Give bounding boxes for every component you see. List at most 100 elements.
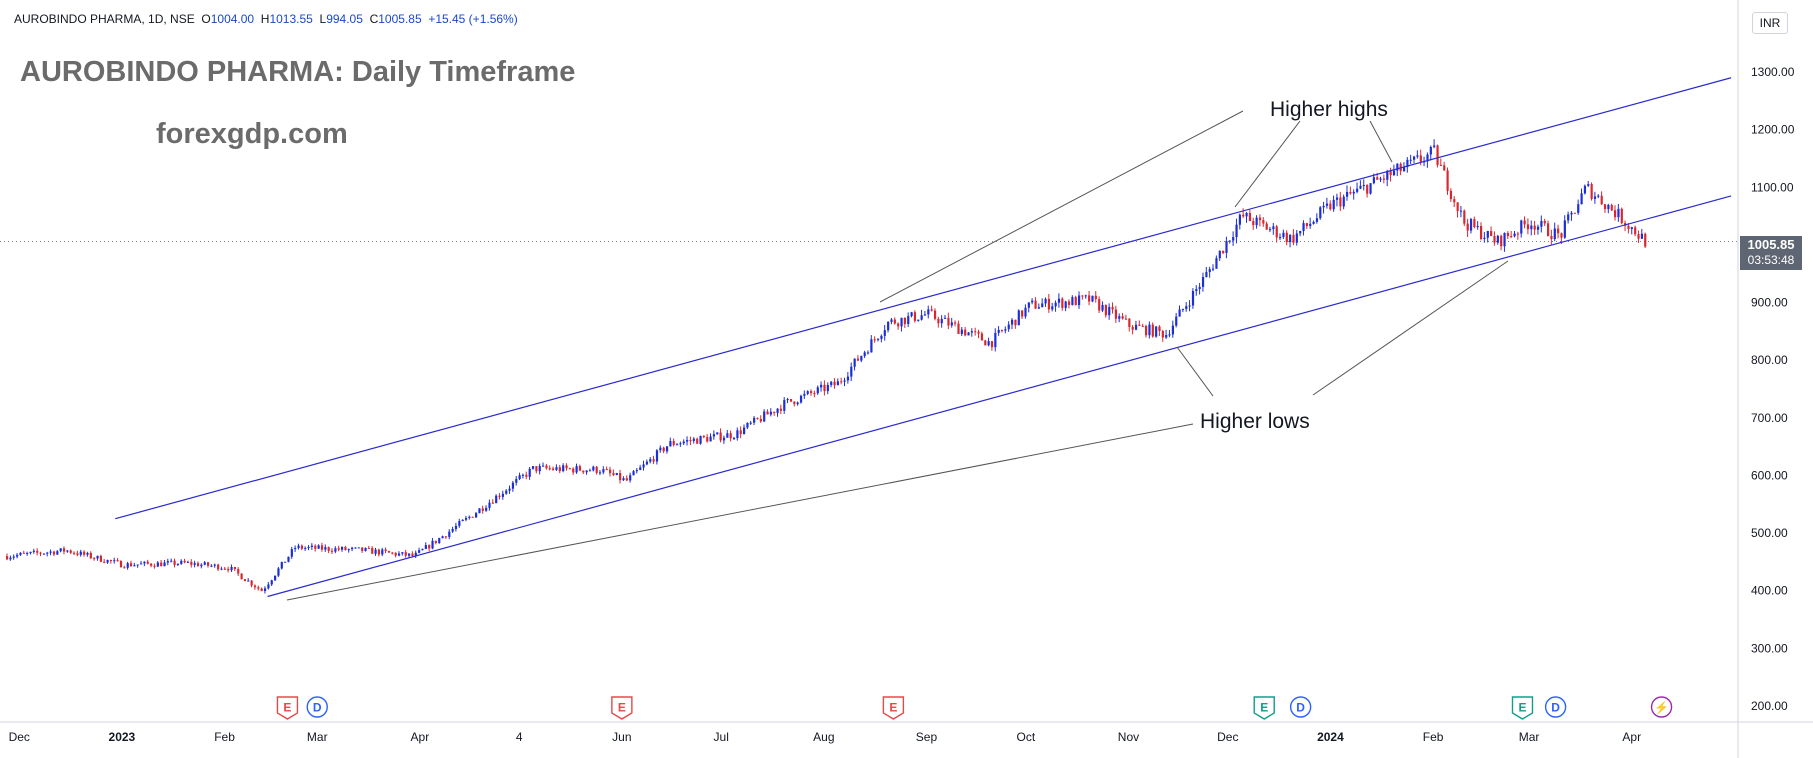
candle-body: [1111, 307, 1114, 310]
y-tick-label: 400.00: [1751, 584, 1788, 598]
candle-body: [856, 358, 860, 361]
annotation-layer: Higher highs Higher lows: [286, 98, 1509, 601]
higher-highs-pointer: [879, 110, 1244, 303]
candle-body: [1178, 309, 1181, 317]
candle-body: [96, 555, 99, 559]
higher-highs-pointer: [1234, 120, 1301, 208]
candle-body: [1603, 204, 1607, 210]
candle-body: [877, 338, 880, 340]
candle-body: [1372, 177, 1375, 184]
currency-button[interactable]: INR: [1752, 12, 1788, 34]
candle-body: [451, 528, 454, 532]
x-tick-label: 2024: [1317, 730, 1344, 744]
candle-body: [1158, 326, 1161, 332]
candle-body: [776, 408, 779, 413]
candle-body: [461, 519, 464, 522]
candle-body: [260, 588, 263, 592]
y-tick-label: 1100.00: [1751, 180, 1794, 194]
candle-body: [1027, 302, 1030, 308]
candle-body: [1014, 319, 1017, 326]
dividend-badge: [1544, 696, 1567, 718]
candle-body: [374, 549, 377, 554]
candlestick-series: [6, 139, 1647, 594]
candle-body: [1590, 184, 1593, 199]
event-marker[interactable]: D: [1544, 696, 1567, 718]
candle-body: [1145, 325, 1148, 336]
candle-body: [659, 447, 662, 451]
candle-body: [1449, 190, 1453, 200]
candle-body: [113, 560, 116, 562]
candle-body: [76, 553, 79, 555]
candle-body: [136, 564, 139, 566]
candle-body: [176, 563, 180, 565]
event-marker[interactable]: D: [1289, 696, 1312, 718]
candle-body: [424, 545, 427, 549]
x-tick-label: Nov: [1118, 730, 1139, 744]
candle-body: [1493, 236, 1496, 243]
candle-body: [99, 555, 102, 562]
candle-body: [1215, 258, 1218, 269]
event-marker[interactable]: D: [306, 696, 328, 718]
candle-body: [1416, 155, 1419, 157]
candle-body: [394, 552, 397, 556]
candle-body: [123, 567, 126, 569]
symbol-label: AUROBINDO PHARMA, 1D, NSE: [14, 12, 195, 26]
candle-body: [62, 548, 66, 552]
candle-body: [203, 562, 206, 565]
candle-body: [1446, 170, 1449, 191]
event-marker[interactable]: E: [276, 696, 299, 720]
candle-body: [759, 418, 762, 422]
candle-body: [635, 470, 638, 472]
candle-body: [485, 507, 488, 511]
candle-body: [89, 552, 92, 559]
candle-body: [381, 549, 384, 555]
event-marker[interactable]: E: [1253, 696, 1275, 720]
candle-body: [826, 384, 829, 392]
candle-body: [1567, 214, 1570, 221]
candle-body: [786, 399, 789, 401]
event-marker[interactable]: ⚡: [1650, 696, 1673, 718]
candle-body: [558, 467, 561, 472]
candle-body: [1426, 154, 1429, 162]
candle-body: [42, 553, 46, 555]
candle-body: [542, 465, 545, 467]
candle-body: [1396, 163, 1399, 171]
candle-body: [163, 562, 166, 567]
candle-body: [471, 516, 474, 518]
candle-body: [1469, 219, 1473, 231]
candle-body: [1600, 195, 1603, 205]
candle-body: [1627, 225, 1630, 229]
candle-body: [1034, 300, 1037, 309]
candle-body: [327, 547, 330, 551]
event-marker-label: E: [1260, 701, 1268, 715]
event-marker[interactable]: E: [882, 696, 905, 720]
candle-body: [903, 317, 906, 324]
candle-body: [669, 441, 672, 447]
event-marker[interactable]: E: [1511, 696, 1534, 720]
close-label: C: [369, 12, 379, 26]
candle-body: [1218, 250, 1221, 259]
candle-body: [213, 564, 216, 566]
candle-body: [1436, 145, 1439, 165]
candle-body: [1312, 221, 1315, 224]
candle-body: [1024, 307, 1027, 317]
candle-body: [384, 549, 387, 552]
candle-body: [1289, 234, 1292, 243]
candle-body: [247, 580, 250, 582]
candle-body: [1346, 191, 1349, 197]
x-tick-label: 4: [516, 730, 523, 744]
candle-body: [528, 468, 531, 477]
candle-body: [1376, 177, 1379, 180]
candle-body: [186, 561, 190, 563]
candle-body: [1235, 224, 1238, 238]
candle-body: [140, 563, 143, 565]
candle-body: [444, 536, 448, 538]
candle-body: [36, 550, 39, 553]
event-marker[interactable]: E: [611, 696, 633, 720]
candle-body: [1315, 218, 1319, 222]
candle-body: [572, 468, 575, 473]
candle-body: [602, 469, 605, 473]
candle-body: [119, 560, 123, 568]
candle-body: [166, 561, 169, 563]
